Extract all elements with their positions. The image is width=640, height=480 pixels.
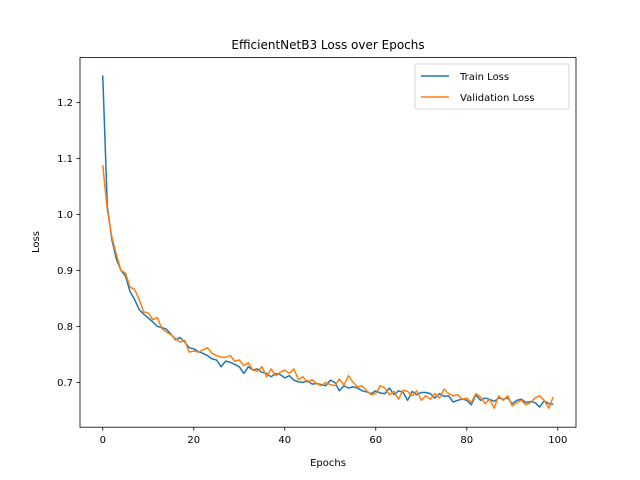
y-axis-ticks: 0.7 0.8 0.9 1.0 1.1 1.2 bbox=[57, 98, 80, 389]
y-tick-label: 0.8 bbox=[57, 322, 73, 333]
y-tick-label: 1.0 bbox=[57, 210, 73, 221]
y-tick-label: 1.1 bbox=[57, 154, 73, 165]
x-tick-label: 20 bbox=[187, 435, 200, 446]
plot-lines bbox=[102, 75, 554, 409]
chart-title: EfficientNetB3 Loss over Epochs bbox=[231, 38, 424, 52]
y-tick-label: 0.7 bbox=[57, 378, 73, 389]
legend: Train Loss Validation Loss bbox=[414, 63, 570, 110]
legend-label-validation-loss: Validation Loss bbox=[460, 93, 535, 104]
y-tick-label: 1.2 bbox=[57, 98, 73, 109]
legend-box bbox=[414, 63, 570, 110]
x-tick-label: 40 bbox=[278, 435, 291, 446]
x-axis-ticks: 0 20 40 60 80 100 bbox=[100, 427, 567, 446]
series-line-validation-loss bbox=[102, 165, 554, 409]
y-axis-label: Loss bbox=[31, 231, 42, 253]
y-tick-label: 0.9 bbox=[57, 266, 73, 277]
x-tick-label: 100 bbox=[548, 435, 567, 446]
x-tick-label: 80 bbox=[460, 435, 473, 446]
x-axis-label: Epochs bbox=[310, 458, 346, 469]
legend-label-train-loss: Train Loss bbox=[459, 72, 509, 83]
x-tick-label: 0 bbox=[100, 435, 106, 446]
plot-area-frame bbox=[79, 57, 577, 428]
x-tick-label: 60 bbox=[369, 435, 382, 446]
